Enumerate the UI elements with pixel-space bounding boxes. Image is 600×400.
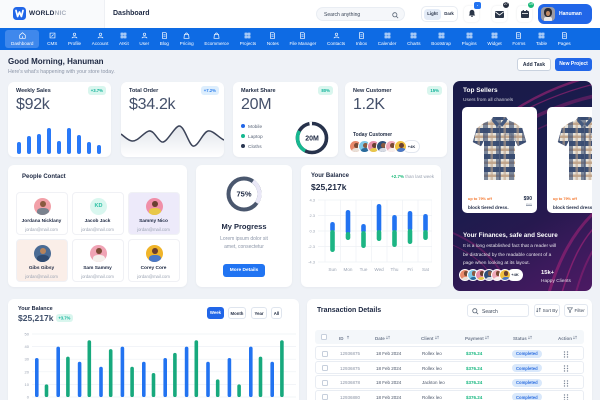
svg-text:30: 30: [25, 357, 30, 362]
svg-text:20M: 20M: [305, 136, 319, 143]
svg-text:0: 0: [27, 395, 30, 400]
svg-text:40: 40: [25, 344, 30, 349]
svg-text:Mon: Mon: [344, 267, 353, 272]
svg-text:0.3: 0.3: [309, 229, 315, 234]
svg-text:2.3: 2.3: [309, 213, 315, 218]
svg-text:Thu: Thu: [391, 267, 399, 272]
svg-text:20: 20: [25, 369, 30, 374]
svg-text:-4.3: -4.3: [308, 260, 316, 265]
svg-text:-2.3: -2.3: [308, 244, 316, 249]
svg-text:10: 10: [25, 382, 30, 387]
svg-text:Sat: Sat: [422, 267, 430, 272]
svg-text:Fri: Fri: [407, 267, 412, 272]
svg-text:50: 50: [25, 332, 30, 337]
svg-text:Tue: Tue: [360, 267, 368, 272]
svg-text:Wed: Wed: [374, 267, 384, 272]
svg-text:Sun: Sun: [328, 267, 337, 272]
svg-text:4.3: 4.3: [309, 198, 315, 203]
svg-text:75%: 75%: [236, 190, 251, 199]
